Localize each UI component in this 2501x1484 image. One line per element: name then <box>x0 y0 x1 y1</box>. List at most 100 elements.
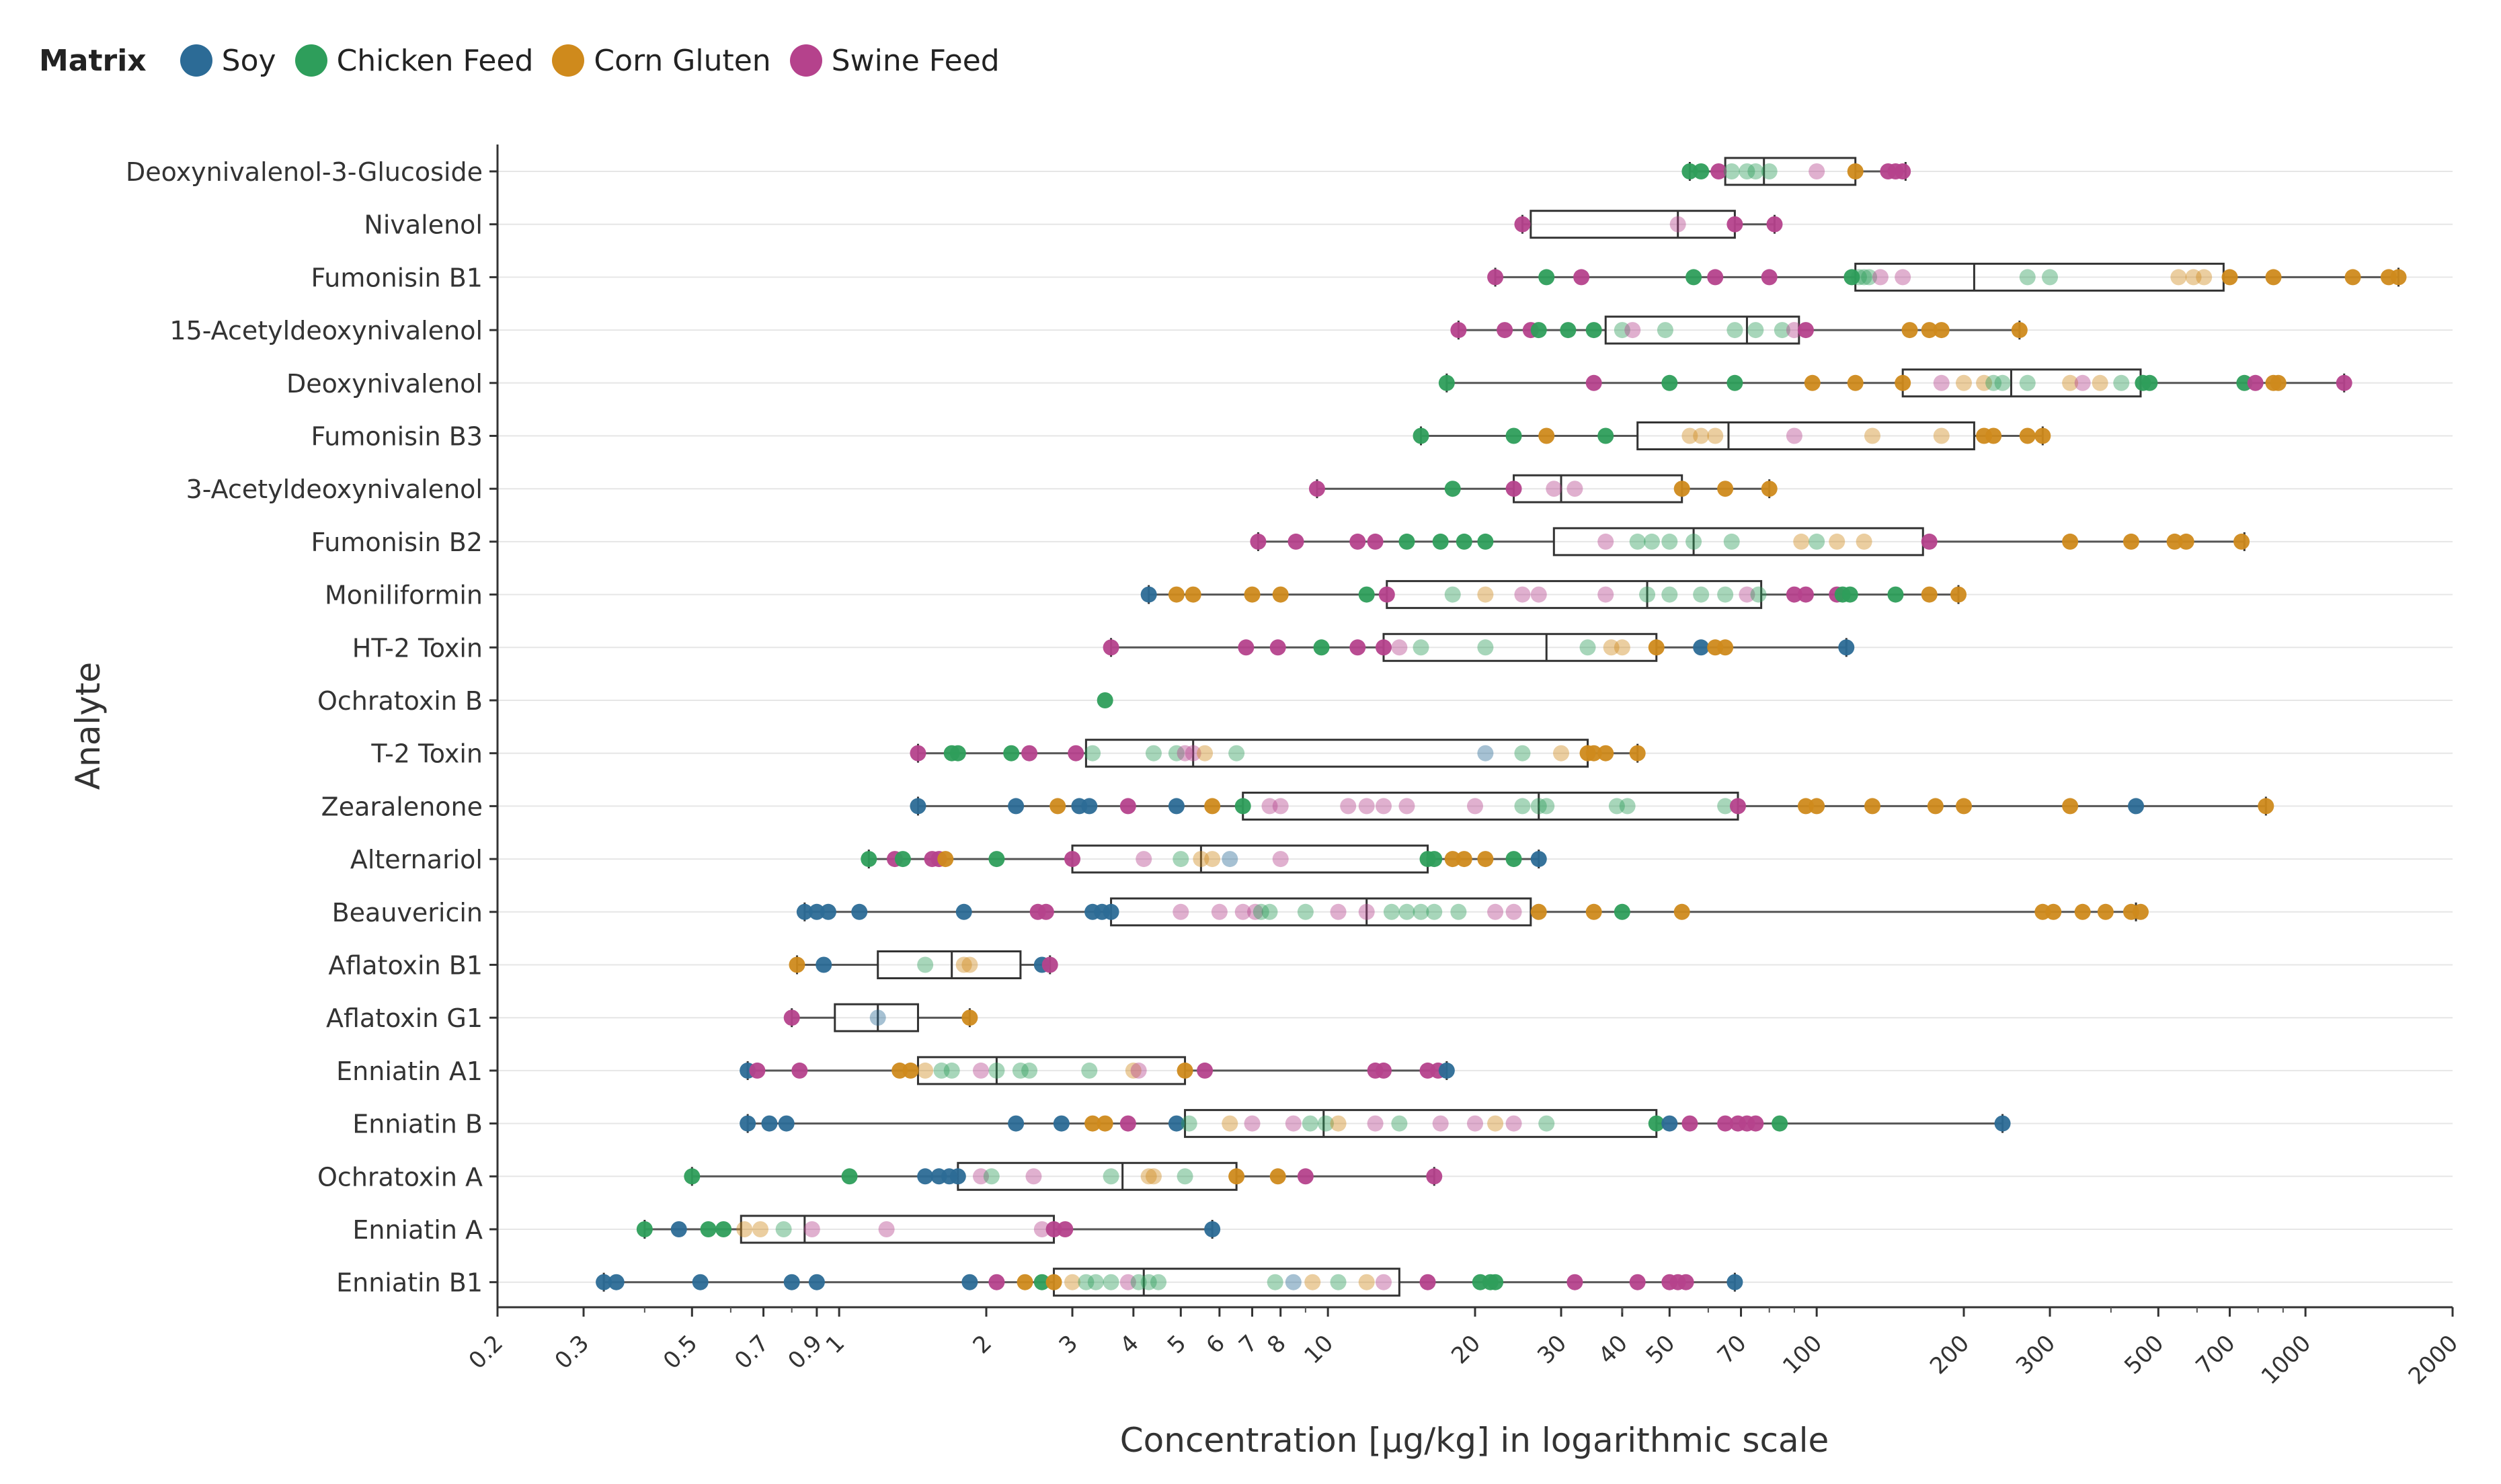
data-point-swine-feed <box>1566 1274 1583 1290</box>
data-point-swine-feed <box>1391 639 1408 656</box>
data-point-chicken-feed <box>917 956 934 973</box>
x-tick-label: 500 <box>2119 1330 2169 1380</box>
legend-swatch-swine-feed <box>789 44 822 77</box>
x-tick-label: 8 <box>1262 1330 1292 1360</box>
data-point-swine-feed <box>1487 903 1504 920</box>
data-point-chicken-feed <box>1103 1274 1119 1290</box>
data-point-chicken-feed <box>988 851 1005 868</box>
data-point-soy <box>1477 745 1494 761</box>
data-point-chicken-feed <box>1173 851 1189 868</box>
data-point-swine-feed <box>1136 851 1152 868</box>
data-point-chicken-feed <box>841 1168 858 1185</box>
data-point-swine-feed <box>1119 1115 1136 1132</box>
data-point-corn-gluten <box>1901 322 1918 339</box>
data-point-chicken-feed <box>1426 851 1443 868</box>
data-point-chicken-feed <box>1426 903 1443 920</box>
data-point-chicken-feed <box>1317 1115 1334 1132</box>
data-point-chicken-feed <box>894 851 911 868</box>
data-point-corn-gluten <box>1809 798 1825 815</box>
data-point-corn-gluten <box>2045 903 2062 920</box>
data-point-swine-feed <box>1497 322 1513 339</box>
data-point-swine-feed <box>1021 745 1038 761</box>
data-point-corn-gluten <box>1673 481 1690 497</box>
data-point-chicken-feed <box>1619 798 1636 815</box>
data-point-swine-feed <box>973 1062 990 1079</box>
data-point-swine-feed <box>1933 374 1950 391</box>
data-point-soy <box>1168 798 1185 815</box>
data-point-corn-gluten <box>2097 903 2114 920</box>
data-point-swine-feed <box>1710 163 1727 179</box>
data-point-chicken-feed <box>983 1168 1000 1185</box>
y-tick-label: Deoxynivalenol <box>286 369 483 399</box>
box-aflatoxin-g1 <box>834 1003 919 1032</box>
data-point-corn-gluten <box>2170 269 2187 286</box>
data-point-chicken-feed <box>1228 745 1245 761</box>
data-point-chicken-feed <box>1774 322 1790 339</box>
legend-item-swine-feed[interactable]: Swine Feed <box>789 44 1000 78</box>
x-tick-label: 1000 <box>2256 1330 2316 1390</box>
y-tick-label: 15-Acetyldeoxynivalenol <box>169 316 483 345</box>
x-tick-label: 0.3 <box>550 1330 595 1375</box>
data-point-soy <box>816 956 832 973</box>
data-point-corn-gluten <box>1585 745 1602 761</box>
legend-item-chicken-feed[interactable]: Chicken Feed <box>294 44 533 78</box>
data-point-chicken-feed <box>861 851 877 868</box>
data-point-chicken-feed <box>1313 639 1330 656</box>
data-point-corn-gluten <box>1856 533 1872 550</box>
data-point-soy <box>1222 851 1238 868</box>
data-point-swine-feed <box>1669 216 1686 233</box>
data-point-soy <box>608 1274 625 1290</box>
data-point-corn-gluten <box>1197 745 1214 761</box>
data-point-chicken-feed <box>1444 586 1461 603</box>
data-point-swine-feed <box>1739 586 1755 603</box>
data-point-chicken-feed <box>1505 851 1522 868</box>
data-point-chicken-feed <box>1681 163 1698 179</box>
data-point-corn-gluten <box>1956 798 1972 815</box>
data-point-swine-feed <box>1573 269 1590 286</box>
legend-item-soy[interactable]: Soy <box>180 44 276 78</box>
data-point-swine-feed <box>1505 903 1522 920</box>
data-point-soy <box>1081 798 1098 815</box>
x-tick-label: 4 <box>1115 1330 1144 1360</box>
data-point-swine-feed <box>1761 269 1778 286</box>
data-point-chicken-feed <box>1168 745 1185 761</box>
data-point-chicken-feed <box>1750 586 1767 603</box>
data-point-chicken-feed <box>1685 533 1702 550</box>
data-point-corn-gluten <box>917 1062 934 1079</box>
data-point-chicken-feed <box>1477 533 1494 550</box>
data-point-corn-gluten <box>1847 163 1864 179</box>
y-tick-label: Aflatoxin G1 <box>326 1003 483 1033</box>
data-point-swine-feed <box>1238 639 1255 656</box>
data-point-swine-feed <box>1786 322 1802 339</box>
data-point-corn-gluten <box>1895 374 1911 391</box>
data-point-swine-feed <box>1546 481 1562 497</box>
y-tick-label: Beauvericin <box>332 898 483 928</box>
data-point-swine-feed <box>1797 586 1814 603</box>
x-tick-label: 70 <box>1712 1330 1752 1370</box>
data-point-chicken-feed <box>1585 322 1602 339</box>
legend-item-corn-gluten[interactable]: Corn Gluten <box>552 44 771 78</box>
data-point-swine-feed <box>1450 322 1467 339</box>
data-point-swine-feed <box>1809 163 1825 179</box>
data-point-corn-gluten <box>1847 374 1864 391</box>
data-point-corn-gluten <box>961 1009 978 1026</box>
data-point-corn-gluten <box>1204 851 1221 868</box>
y-tick-label: Zearalenone <box>321 792 483 821</box>
data-point-corn-gluten <box>1707 427 1724 444</box>
x-tick-label: 0.7 <box>729 1330 775 1375</box>
data-point-swine-feed <box>1250 533 1267 550</box>
data-point-swine-feed <box>1514 216 1531 233</box>
data-point-chicken-feed <box>1297 903 1314 920</box>
data-point-corn-gluten <box>1538 427 1555 444</box>
data-point-corn-gluten <box>789 956 805 973</box>
data-point-swine-feed <box>783 1009 800 1026</box>
data-point-swine-feed <box>1025 1168 1042 1185</box>
data-point-chicken-feed <box>1614 903 1630 920</box>
data-point-chicken-feed <box>1033 1274 1050 1290</box>
data-point-chicken-feed <box>1538 269 1555 286</box>
y-tick-label: Fumonisin B1 <box>311 263 483 292</box>
data-point-chicken-feed <box>1477 639 1494 656</box>
data-point-chicken-feed <box>1856 269 1872 286</box>
data-point-swine-feed <box>1726 216 1743 233</box>
data-point-corn-gluten <box>1921 586 1938 603</box>
